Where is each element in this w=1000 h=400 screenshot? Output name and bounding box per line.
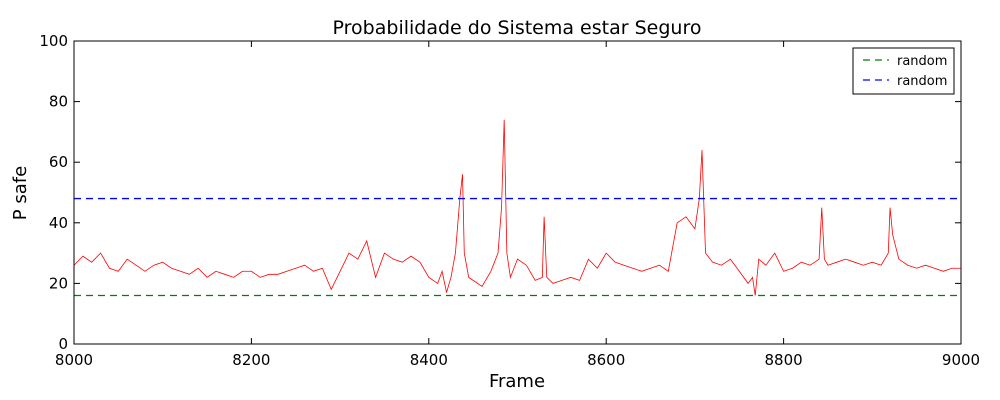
y-tick-label: 100 (39, 32, 68, 50)
y-tick-label: 60 (49, 153, 68, 171)
y-tick-label: 80 (49, 93, 68, 111)
x-tick-label: 8200 (232, 351, 270, 369)
chart-title: Probabilidade do Sistema estar Seguro (333, 17, 702, 39)
legend-box (852, 47, 955, 95)
legend-label: random (897, 54, 947, 69)
x-tick-label: 9000 (942, 351, 980, 369)
x-tick-label: 8400 (410, 351, 448, 369)
legend-label: random (897, 74, 947, 89)
x-tick-label: 8600 (587, 351, 625, 369)
y-tick-label: 40 (49, 214, 68, 232)
x-tick-label: 8800 (765, 351, 803, 369)
x-tick-label: 8000 (55, 351, 93, 369)
series-line-p-safe (73, 119, 961, 296)
y-axis-label: P safe (10, 166, 31, 220)
legend: random random (852, 47, 955, 95)
y-tick-label: 20 (49, 274, 68, 292)
plot-frame (73, 40, 962, 345)
x-axis-label: Frame (489, 371, 545, 392)
y-tick-label: 0 (58, 335, 68, 353)
